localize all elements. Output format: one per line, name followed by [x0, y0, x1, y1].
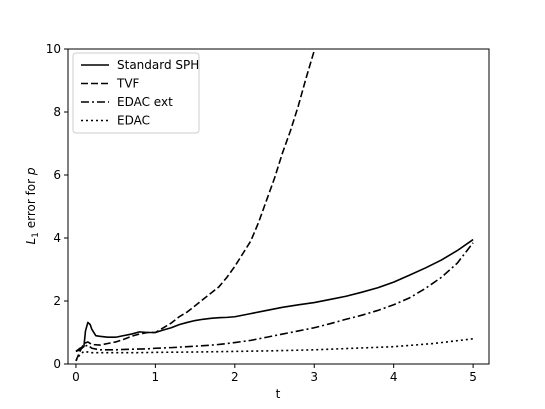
legend-label: EDAC ext	[117, 95, 173, 109]
y-tick-label: 2	[53, 294, 61, 308]
series-line-2	[75, 49, 316, 362]
y-tick-label: 10	[46, 42, 61, 56]
x-tick-label: 1	[152, 370, 160, 384]
x-tick-label: 4	[390, 370, 398, 384]
y-axis-label-sub: 1	[31, 232, 41, 238]
y-axis-label-var: p	[24, 167, 38, 176]
y-tick-label: 4	[53, 231, 61, 245]
legend-label: Standard SPH	[117, 58, 199, 72]
legend-label: EDAC	[117, 114, 150, 128]
series-lines	[75, 49, 474, 362]
legend-box	[72, 52, 200, 134]
y-axis-ticks: 0 2 4 6 8 10	[46, 42, 68, 371]
axes-frame	[67, 48, 490, 365]
x-tick-label: 2	[231, 370, 239, 384]
y-axis-label: L1 error for p	[24, 167, 41, 244]
x-axis-label: t	[276, 387, 281, 401]
axes	[67, 48, 490, 365]
legend: Standard SPH TVF EDAC ext EDAC	[72, 52, 200, 134]
x-tick-label: 0	[72, 370, 80, 384]
y-tick-label: 6	[53, 168, 61, 182]
x-axis-ticks: 0 1 2 3 4 5	[72, 364, 477, 384]
y-axis-label-main: L	[24, 238, 38, 245]
y-axis-label-rest: error for	[24, 175, 38, 232]
y-tick-label: 0	[53, 357, 61, 371]
series-line-4	[75, 338, 474, 362]
y-tick-label: 8	[53, 105, 61, 119]
x-tick-label: 5	[469, 370, 477, 384]
series-line-1	[75, 238, 474, 353]
legend-label: TVF	[116, 77, 140, 91]
x-tick-label: 3	[310, 370, 318, 384]
